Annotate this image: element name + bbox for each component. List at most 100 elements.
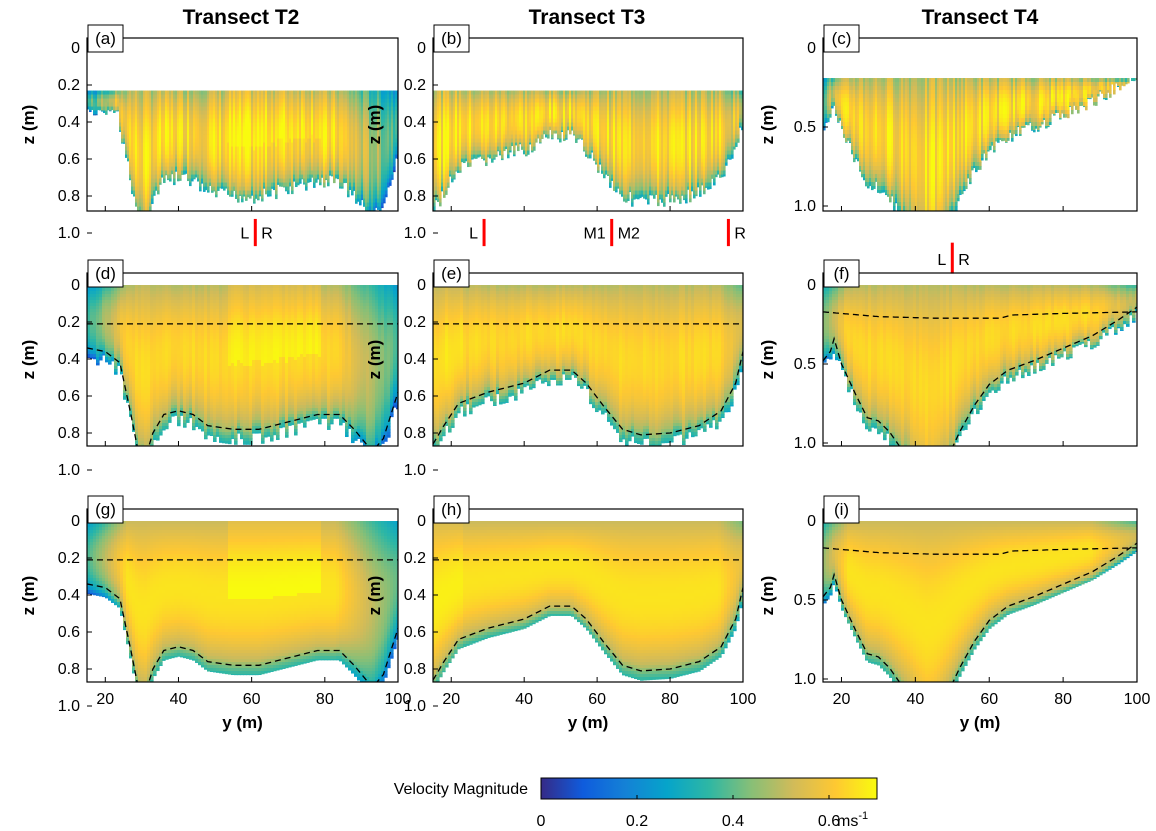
velocity-cell — [119, 90, 122, 96]
velocity-cell — [115, 90, 118, 96]
velocity-cell — [275, 154, 278, 160]
velocity-cell — [247, 118, 250, 124]
velocity-cell — [509, 102, 512, 108]
velocity-cell — [167, 178, 170, 181]
velocity-cell — [127, 118, 130, 124]
velocity-cell — [119, 118, 122, 124]
velocity-cell — [471, 134, 474, 140]
velocity-cell — [251, 162, 254, 168]
velocity-cell — [317, 118, 320, 124]
velocity-cell — [389, 182, 392, 186]
velocity-cell — [387, 94, 390, 100]
velocity-cell — [183, 150, 186, 156]
velocity-cell — [267, 194, 270, 197]
velocity-cell — [233, 118, 236, 124]
velocity-cell — [513, 130, 516, 136]
velocity-cell — [445, 150, 448, 156]
velocity-cell — [245, 98, 248, 104]
velocity-cell — [259, 138, 262, 144]
velocity-cell — [167, 174, 170, 180]
velocity-cell — [543, 94, 546, 100]
velocity-cell — [131, 170, 134, 176]
velocity-cell — [329, 134, 332, 140]
velocity-cell — [487, 146, 490, 152]
velocity-cell — [171, 130, 174, 136]
velocity-cell — [221, 166, 224, 172]
velocity-cell — [369, 106, 372, 112]
velocity-cell — [433, 178, 436, 184]
velocity-cell — [239, 158, 242, 164]
velocity-cell — [437, 158, 440, 164]
velocity-cell — [345, 134, 348, 140]
velocity-cell — [243, 138, 246, 144]
velocity-cell — [151, 162, 154, 168]
velocity-cell — [269, 118, 272, 124]
velocity-cell — [347, 118, 350, 124]
velocity-cell — [257, 94, 260, 100]
velocity-cell — [185, 146, 188, 152]
velocity-cell — [379, 98, 382, 104]
velocity-cell — [139, 194, 142, 200]
velocity-cell — [195, 158, 198, 164]
velocity-cell — [249, 138, 252, 144]
velocity-cell — [249, 174, 252, 180]
velocity-cell — [151, 174, 154, 180]
velocity-cell — [555, 90, 558, 96]
velocity-cell — [525, 154, 528, 157]
velocity-cell — [529, 106, 532, 112]
velocity-cell — [441, 182, 444, 188]
velocity-cell — [175, 138, 178, 144]
velocity-cell — [517, 114, 520, 120]
velocity-cell — [347, 126, 350, 132]
velocity-cell — [361, 98, 364, 104]
velocity-cell — [471, 118, 474, 124]
velocity-cell — [459, 158, 462, 164]
velocity-cell — [387, 114, 390, 120]
velocity-cell — [155, 182, 158, 188]
velocity-cell — [221, 142, 224, 148]
y-tick-label: 0.2 — [58, 77, 80, 94]
velocity-cell — [523, 146, 526, 152]
velocity-cell — [515, 134, 518, 140]
velocity-cell — [447, 118, 450, 124]
velocity-cell — [287, 150, 290, 156]
velocity-cell — [497, 110, 500, 116]
velocity-cell — [451, 178, 454, 183]
velocity-cell — [559, 126, 562, 132]
velocity-cell — [283, 174, 286, 180]
velocity-cell — [525, 126, 528, 132]
velocity-cell — [131, 98, 134, 104]
velocity-cell — [139, 122, 142, 128]
velocity-cell — [125, 126, 128, 132]
velocity-cell — [481, 118, 484, 124]
velocity-cell — [249, 106, 252, 112]
velocity-cell — [457, 142, 460, 148]
velocity-cell — [435, 174, 438, 180]
velocity-cell — [577, 126, 580, 132]
velocity-cell — [337, 94, 340, 100]
velocity-cell — [237, 154, 240, 160]
velocity-cell — [233, 154, 236, 160]
velocity-cell — [161, 110, 164, 116]
velocity-cell — [551, 90, 554, 96]
velocity-cell — [365, 170, 368, 176]
velocity-cell — [575, 106, 578, 112]
velocity-cell — [303, 146, 306, 152]
velocity-cell — [351, 90, 354, 96]
velocity-cell — [305, 130, 308, 136]
velocity-cell — [255, 146, 258, 152]
velocity-cell — [303, 158, 306, 164]
velocity-cell — [363, 118, 366, 124]
velocity-cell — [521, 90, 524, 96]
velocity-cell — [127, 106, 130, 112]
velocity-cell — [257, 178, 260, 184]
velocity-cell — [303, 106, 306, 112]
velocity-cell — [395, 142, 398, 148]
velocity-cell — [289, 170, 292, 176]
velocity-cell — [165, 102, 168, 108]
velocity-cell — [365, 122, 368, 128]
velocity-cell — [395, 98, 398, 104]
velocity-cell — [481, 130, 484, 136]
velocity-cell — [227, 178, 230, 184]
velocity-cell — [209, 98, 212, 104]
